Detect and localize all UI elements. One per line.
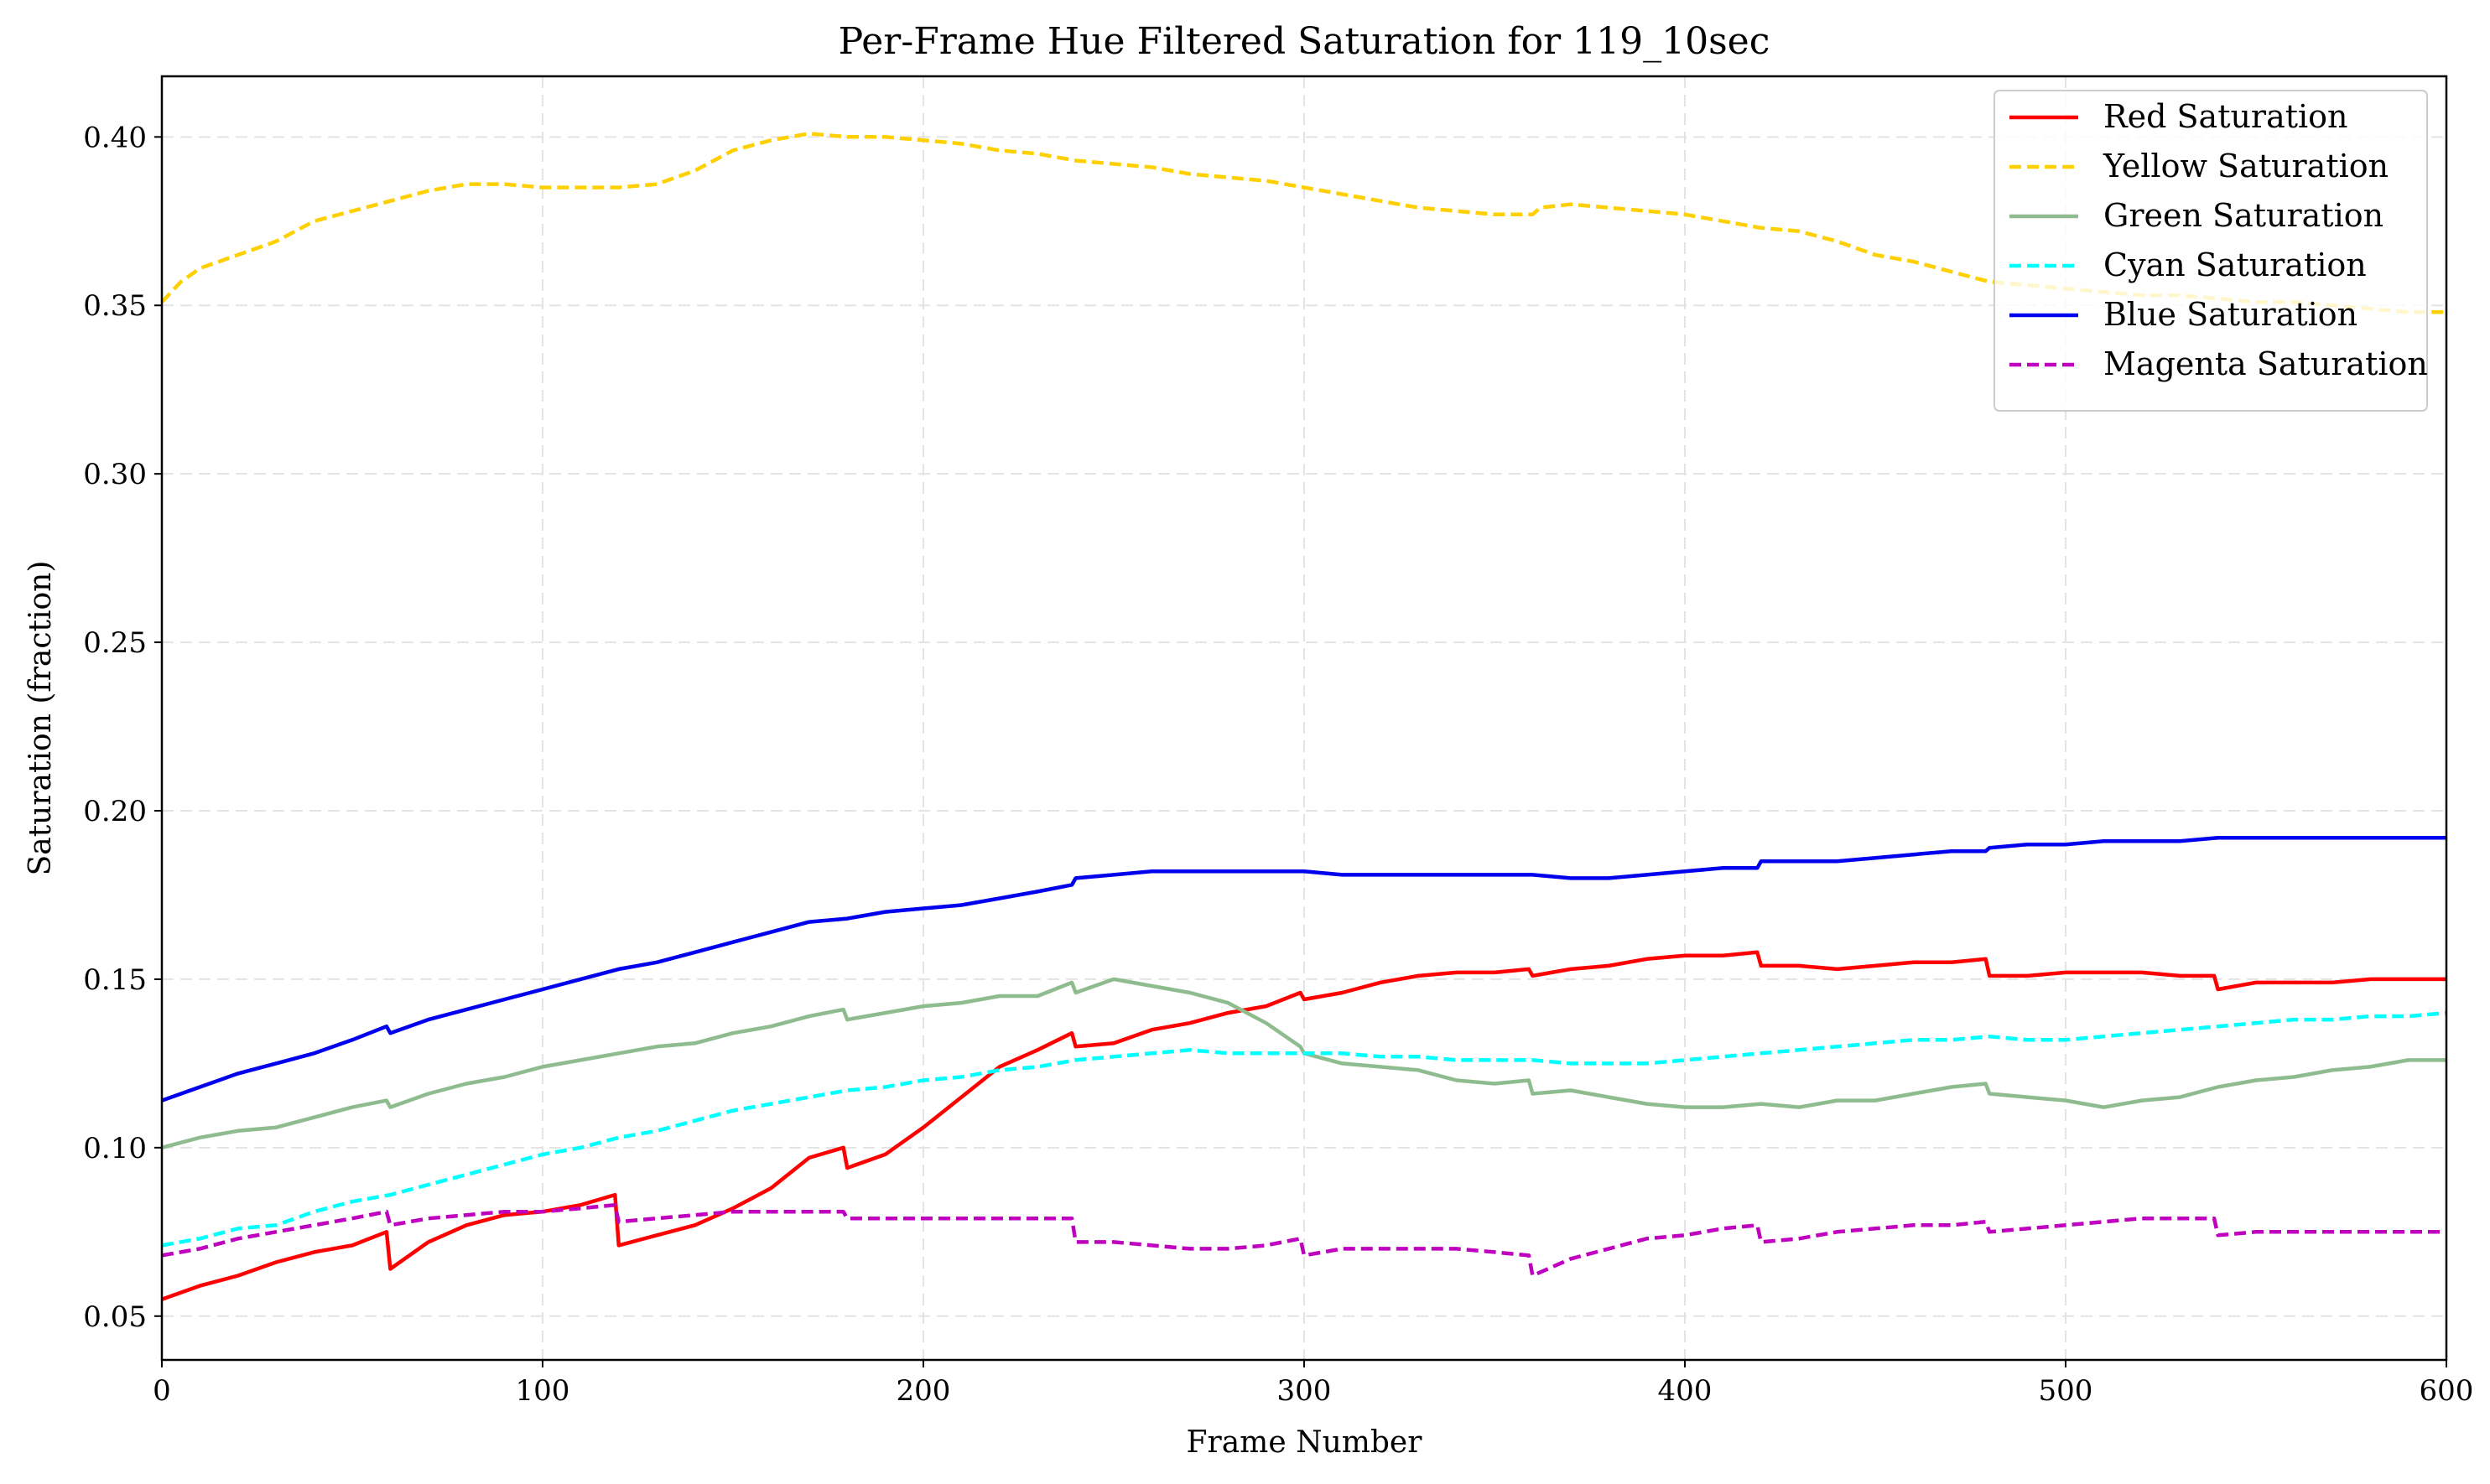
y-tick-label: 0.30: [83, 458, 147, 491]
x-tick-label: 400: [1658, 1374, 1713, 1408]
series-line-magenta-saturation: [161, 1202, 2446, 1278]
y-tick-label: 0.15: [83, 963, 147, 997]
legend-box: [1994, 90, 2428, 412]
series-line-cyan-saturation: [161, 1010, 2447, 1248]
x-tick-label: 500: [2039, 1374, 2093, 1408]
legend-label: Green Saturation: [2103, 197, 2383, 234]
legend: Red Saturation Yellow Saturation Green Sat…: [1994, 90, 2428, 412]
y-tick-label: 0.05: [83, 1300, 147, 1334]
x-tick-label: 600: [2420, 1374, 2474, 1408]
legend-label: Blue Saturation: [2103, 296, 2357, 333]
legend-label: Magenta Saturation: [2103, 345, 2428, 382]
x-tick-label: 300: [1277, 1374, 1332, 1408]
y-tick-label: 0.40: [83, 121, 147, 154]
series-line-green-saturation: [161, 977, 2446, 1149]
series-line-blue-saturation: [161, 835, 2446, 1103]
chart-title: Per-Frame Hue Filtered Saturation for 11…: [839, 20, 1770, 63]
x-tick-label: 0: [153, 1374, 171, 1408]
legend-label: Red Saturation: [2103, 98, 2348, 135]
legend-label: Yellow Saturation: [2103, 148, 2389, 184]
y-tick-label: 0.25: [83, 626, 147, 660]
x-tick-label: 200: [897, 1374, 951, 1408]
x-tick-label: 100: [516, 1374, 570, 1408]
y-tick-label: 0.20: [83, 795, 147, 828]
x-axis-ticks: 0 100 200 300 400 500 600: [153, 1360, 2473, 1408]
x-axis-label: Frame Number: [1187, 1425, 1423, 1460]
legend-label: Cyan Saturation: [2103, 246, 2367, 283]
y-axis-label: Saturation (fraction): [23, 561, 58, 876]
y-tick-label: 0.35: [83, 289, 147, 323]
y-tick-label: 0.10: [83, 1132, 147, 1165]
y-axis-ticks: 0.05 0.10 0.15 0.20 0.25 0.30 0.35 0.40: [83, 121, 162, 1334]
